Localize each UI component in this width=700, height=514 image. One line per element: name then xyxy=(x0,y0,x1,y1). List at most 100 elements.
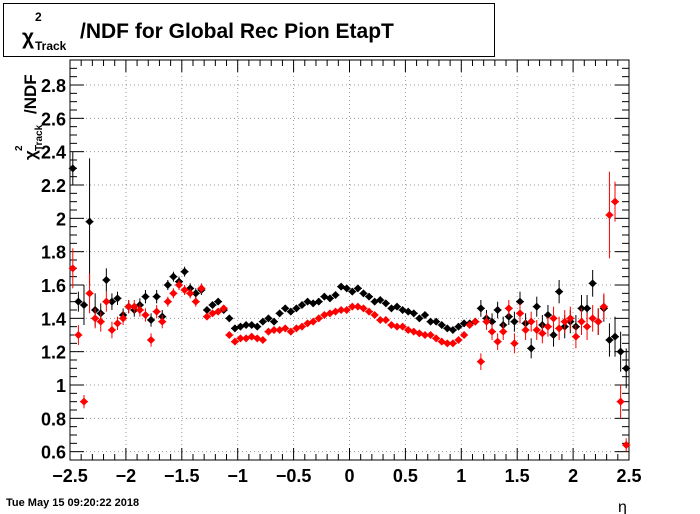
data-point xyxy=(583,322,592,331)
data-point xyxy=(454,322,463,331)
y-tick-label: 0.8 xyxy=(41,409,66,429)
data-points xyxy=(68,151,631,452)
data-point xyxy=(225,314,234,323)
x-tick-label: 1.5 xyxy=(505,466,530,486)
ylabel-rest: /NDF xyxy=(21,74,40,114)
data-point xyxy=(348,287,357,296)
data-point xyxy=(370,311,379,319)
data-point xyxy=(286,307,295,316)
timestamp-footer: Tue May 15 09:20:22 2018 xyxy=(6,497,140,509)
data-point xyxy=(147,316,156,324)
data-point xyxy=(135,306,144,314)
data-point xyxy=(197,284,206,293)
data-point xyxy=(270,326,279,334)
data-point xyxy=(398,322,407,331)
data-point xyxy=(286,327,295,336)
data-point xyxy=(527,317,536,326)
data-point xyxy=(605,211,614,219)
data-point xyxy=(152,292,161,301)
data-point xyxy=(376,316,385,324)
data-point xyxy=(420,311,429,319)
data-point xyxy=(432,334,441,343)
y-axis-label: χ 2 Track /NDF xyxy=(14,74,45,160)
data-point xyxy=(175,281,184,289)
data-point xyxy=(79,301,88,309)
data-point xyxy=(258,336,267,344)
data-point xyxy=(152,307,161,316)
data-point xyxy=(499,327,508,336)
data-point xyxy=(68,264,77,273)
data-point xyxy=(510,317,519,326)
data-point xyxy=(515,309,524,318)
ylabel-chi: χ xyxy=(21,150,40,160)
data-point xyxy=(588,279,597,288)
title-sub: Track xyxy=(35,39,67,53)
chart-title: χ 2 Track /NDF for Global Rec Pion EtapT xyxy=(22,10,394,53)
data-point xyxy=(493,306,502,314)
data-point xyxy=(74,297,83,306)
title-box xyxy=(3,3,495,57)
x-tick-label: −2 xyxy=(116,466,137,486)
data-point xyxy=(611,332,620,341)
data-point xyxy=(342,306,351,314)
data-point xyxy=(314,297,323,306)
data-point xyxy=(376,296,385,304)
data-point xyxy=(359,304,368,313)
data-point xyxy=(393,302,402,311)
data-point xyxy=(577,317,586,326)
data-point xyxy=(426,331,435,339)
data-point xyxy=(543,311,552,319)
data-point xyxy=(163,281,172,289)
data-point xyxy=(393,322,402,331)
data-point xyxy=(119,314,128,323)
data-point xyxy=(219,304,228,313)
data-point xyxy=(599,302,608,311)
axis-ticks: −2.5 −2 −1.5 −1 −0.5 0 0.5 1 1.5 2 2.5 0.6 0.8 1 1.2 1.… xyxy=(41,59,642,486)
data-point xyxy=(253,322,262,331)
data-point xyxy=(437,321,446,329)
data-point xyxy=(91,314,100,323)
data-point xyxy=(616,397,625,406)
data-point xyxy=(365,292,374,301)
y-tick-label: 0.6 xyxy=(41,443,66,463)
data-point xyxy=(555,324,564,333)
data-point xyxy=(281,304,290,313)
data-point xyxy=(381,299,390,308)
data-point xyxy=(68,164,77,173)
data-point xyxy=(169,289,178,298)
data-point xyxy=(448,326,457,334)
data-point xyxy=(415,314,424,323)
data-point xyxy=(102,297,111,306)
data-point xyxy=(314,314,323,323)
data-point xyxy=(555,287,564,296)
data-point xyxy=(543,322,552,331)
data-point xyxy=(342,284,351,293)
data-point xyxy=(158,317,167,326)
title-sup: 2 xyxy=(35,10,42,24)
data-point xyxy=(202,306,211,314)
data-point xyxy=(141,311,150,319)
data-point xyxy=(264,314,273,323)
data-point xyxy=(476,357,485,366)
data-point xyxy=(454,336,463,344)
x-tick-label: 0 xyxy=(344,466,354,486)
data-point xyxy=(258,317,267,326)
data-point xyxy=(493,337,502,346)
data-point xyxy=(180,267,189,276)
y-tick-label: 2.4 xyxy=(41,143,66,163)
data-point xyxy=(611,197,620,206)
data-point xyxy=(141,292,150,301)
x-axis-label: η xyxy=(618,499,627,514)
data-point xyxy=(325,294,334,303)
data-point xyxy=(622,441,631,449)
data-point xyxy=(353,284,362,293)
data-point xyxy=(124,302,133,311)
data-point xyxy=(292,304,301,313)
data-point xyxy=(527,344,536,353)
data-point xyxy=(448,339,457,348)
title-chi: χ xyxy=(22,26,34,49)
data-point xyxy=(521,326,530,334)
x-tick-label: 1 xyxy=(456,466,466,486)
data-point xyxy=(113,319,122,328)
